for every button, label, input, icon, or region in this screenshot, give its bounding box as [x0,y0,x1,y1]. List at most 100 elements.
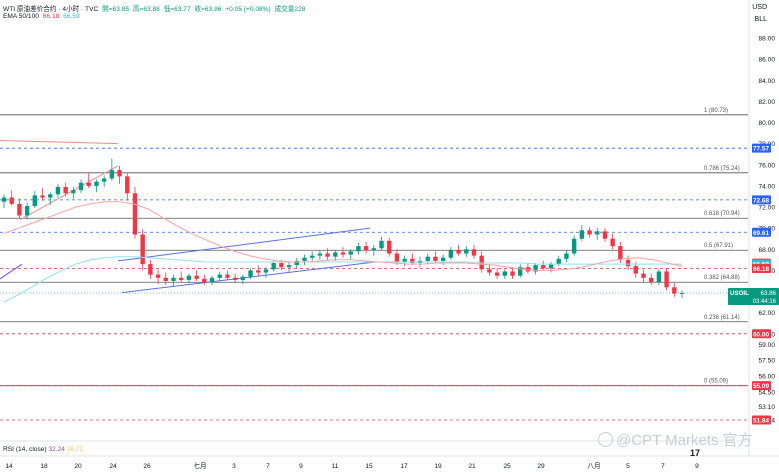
ema100-value: 66.59 [63,13,80,20]
price-tag-label: 55.09 [753,383,769,390]
candle-body [271,263,276,270]
fib-level-label: 0.5 (67.91) [704,243,733,249]
candle-body [679,293,685,294]
candle-body [579,230,585,239]
candle-body [325,253,330,257]
candle-body [363,246,369,251]
candle-body [433,256,438,261]
candle-body [132,193,138,235]
price-tick-label: 72.00 [758,205,775,212]
candle-body [240,276,246,280]
candle-body [425,256,430,261]
price-tag-label: 69.61 [753,230,769,237]
price-tag [752,264,771,274]
fib-level-label: 1 (80.73) [704,108,728,114]
chart-header: WTI 原油差价合约 · 4小时 · TVC 開=63.85 高=63.88 低… [3,3,307,13]
candle-body [410,258,415,264]
candle-body [279,263,284,268]
price-tag [752,415,771,425]
volume-value: 成交量228 [274,6,306,13]
candle-body [456,250,461,254]
candle-body [256,270,261,273]
candle-body [618,246,623,260]
candle-body [140,234,145,265]
candle-body [32,195,38,206]
candle-body [171,277,176,281]
candle-body [163,277,168,281]
ema-legend[interactable]: EMA 50/100 66.18 66.59 [3,13,82,20]
price-tick-label: 74.00 [758,183,775,190]
symbol-title[interactable]: WTI 原油差价合约 · 4小时 · TVC [3,6,99,13]
candle-body [518,267,523,276]
price-tag [752,381,771,391]
candle-body [625,259,631,267]
countdown-label: 03:44:16 [753,299,777,305]
price-tag-label: 66.18 [753,266,769,273]
candle-body [510,271,515,276]
candle-body [194,275,199,279]
candle-body [494,272,500,276]
trendline-left [0,263,23,280]
candle-body [371,248,377,251]
candle-body [78,182,84,191]
ema-label: EMA 50/100 [3,13,39,20]
price-tick-label: 82.00 [758,99,775,106]
candle-body [587,230,592,235]
candle-body [448,250,454,258]
time-tick-label: 21 [468,463,476,470]
symbol-tag-label: USOIL [730,290,749,297]
time-tick-label: 7 [661,463,665,470]
candle-body [202,278,207,283]
price-tick-label: 56.00 [758,374,775,381]
candle-body [648,277,654,283]
time-tick-label: 5 [626,463,630,470]
candle-body [71,190,76,194]
candle-body [502,271,507,276]
time-tick-label: 八月 [587,462,600,470]
candle-body [595,231,600,235]
candle-body [440,257,446,261]
unit-label: BLL [754,16,767,23]
candle-body [541,265,546,269]
price-tick-label: 84.00 [758,78,775,85]
high-value: 高=63.88 [132,6,160,13]
candle-body [225,274,230,278]
price-tick-label: 68.00 [758,247,775,254]
price-tick-label: 88.00 [758,36,775,43]
time-tick-label: 7 [266,463,270,470]
time-tick-label: 七月 [193,461,206,470]
candle-body [471,249,477,256]
time-tick-label: 15 [365,463,373,470]
candle-body [263,269,269,273]
fib-level-label: 0.786 (75.24) [704,166,740,172]
candle-body [317,253,323,256]
candle-body [356,246,361,252]
candle-body [94,181,99,186]
candle-body [479,255,484,270]
candle-body [17,203,22,216]
candle-body [379,240,384,249]
change-value: +0.05 (+0.08%) [225,6,271,13]
candle-body [125,176,130,194]
candle-body [1,197,7,202]
time-tick-label: 29 [537,463,545,470]
price-tag [752,329,771,339]
price-tick-label: 54.50 [758,389,775,396]
candle-body [9,197,14,204]
candle-body [548,264,554,269]
fib-level-label: 0 (55.09) [704,379,728,385]
candle-body [117,170,122,177]
watermark-text: @CPT Markets 官方 [616,432,753,449]
candle-body [232,277,238,280]
time-tick-label: 19 [434,463,442,470]
time-tick-label: 14 [5,463,13,470]
rsi-legend[interactable]: RSI (14, close) 32.24 26.71 [3,446,83,453]
time-tick-label: 25 [503,463,511,470]
candle-body [109,170,115,179]
ema50-value: 66.18 [42,13,60,20]
candle-body [179,277,184,280]
time-tick-label: 9 [695,463,699,470]
trendline-rise [19,165,119,221]
tradingview-logo[interactable]: 17 [690,448,701,458]
